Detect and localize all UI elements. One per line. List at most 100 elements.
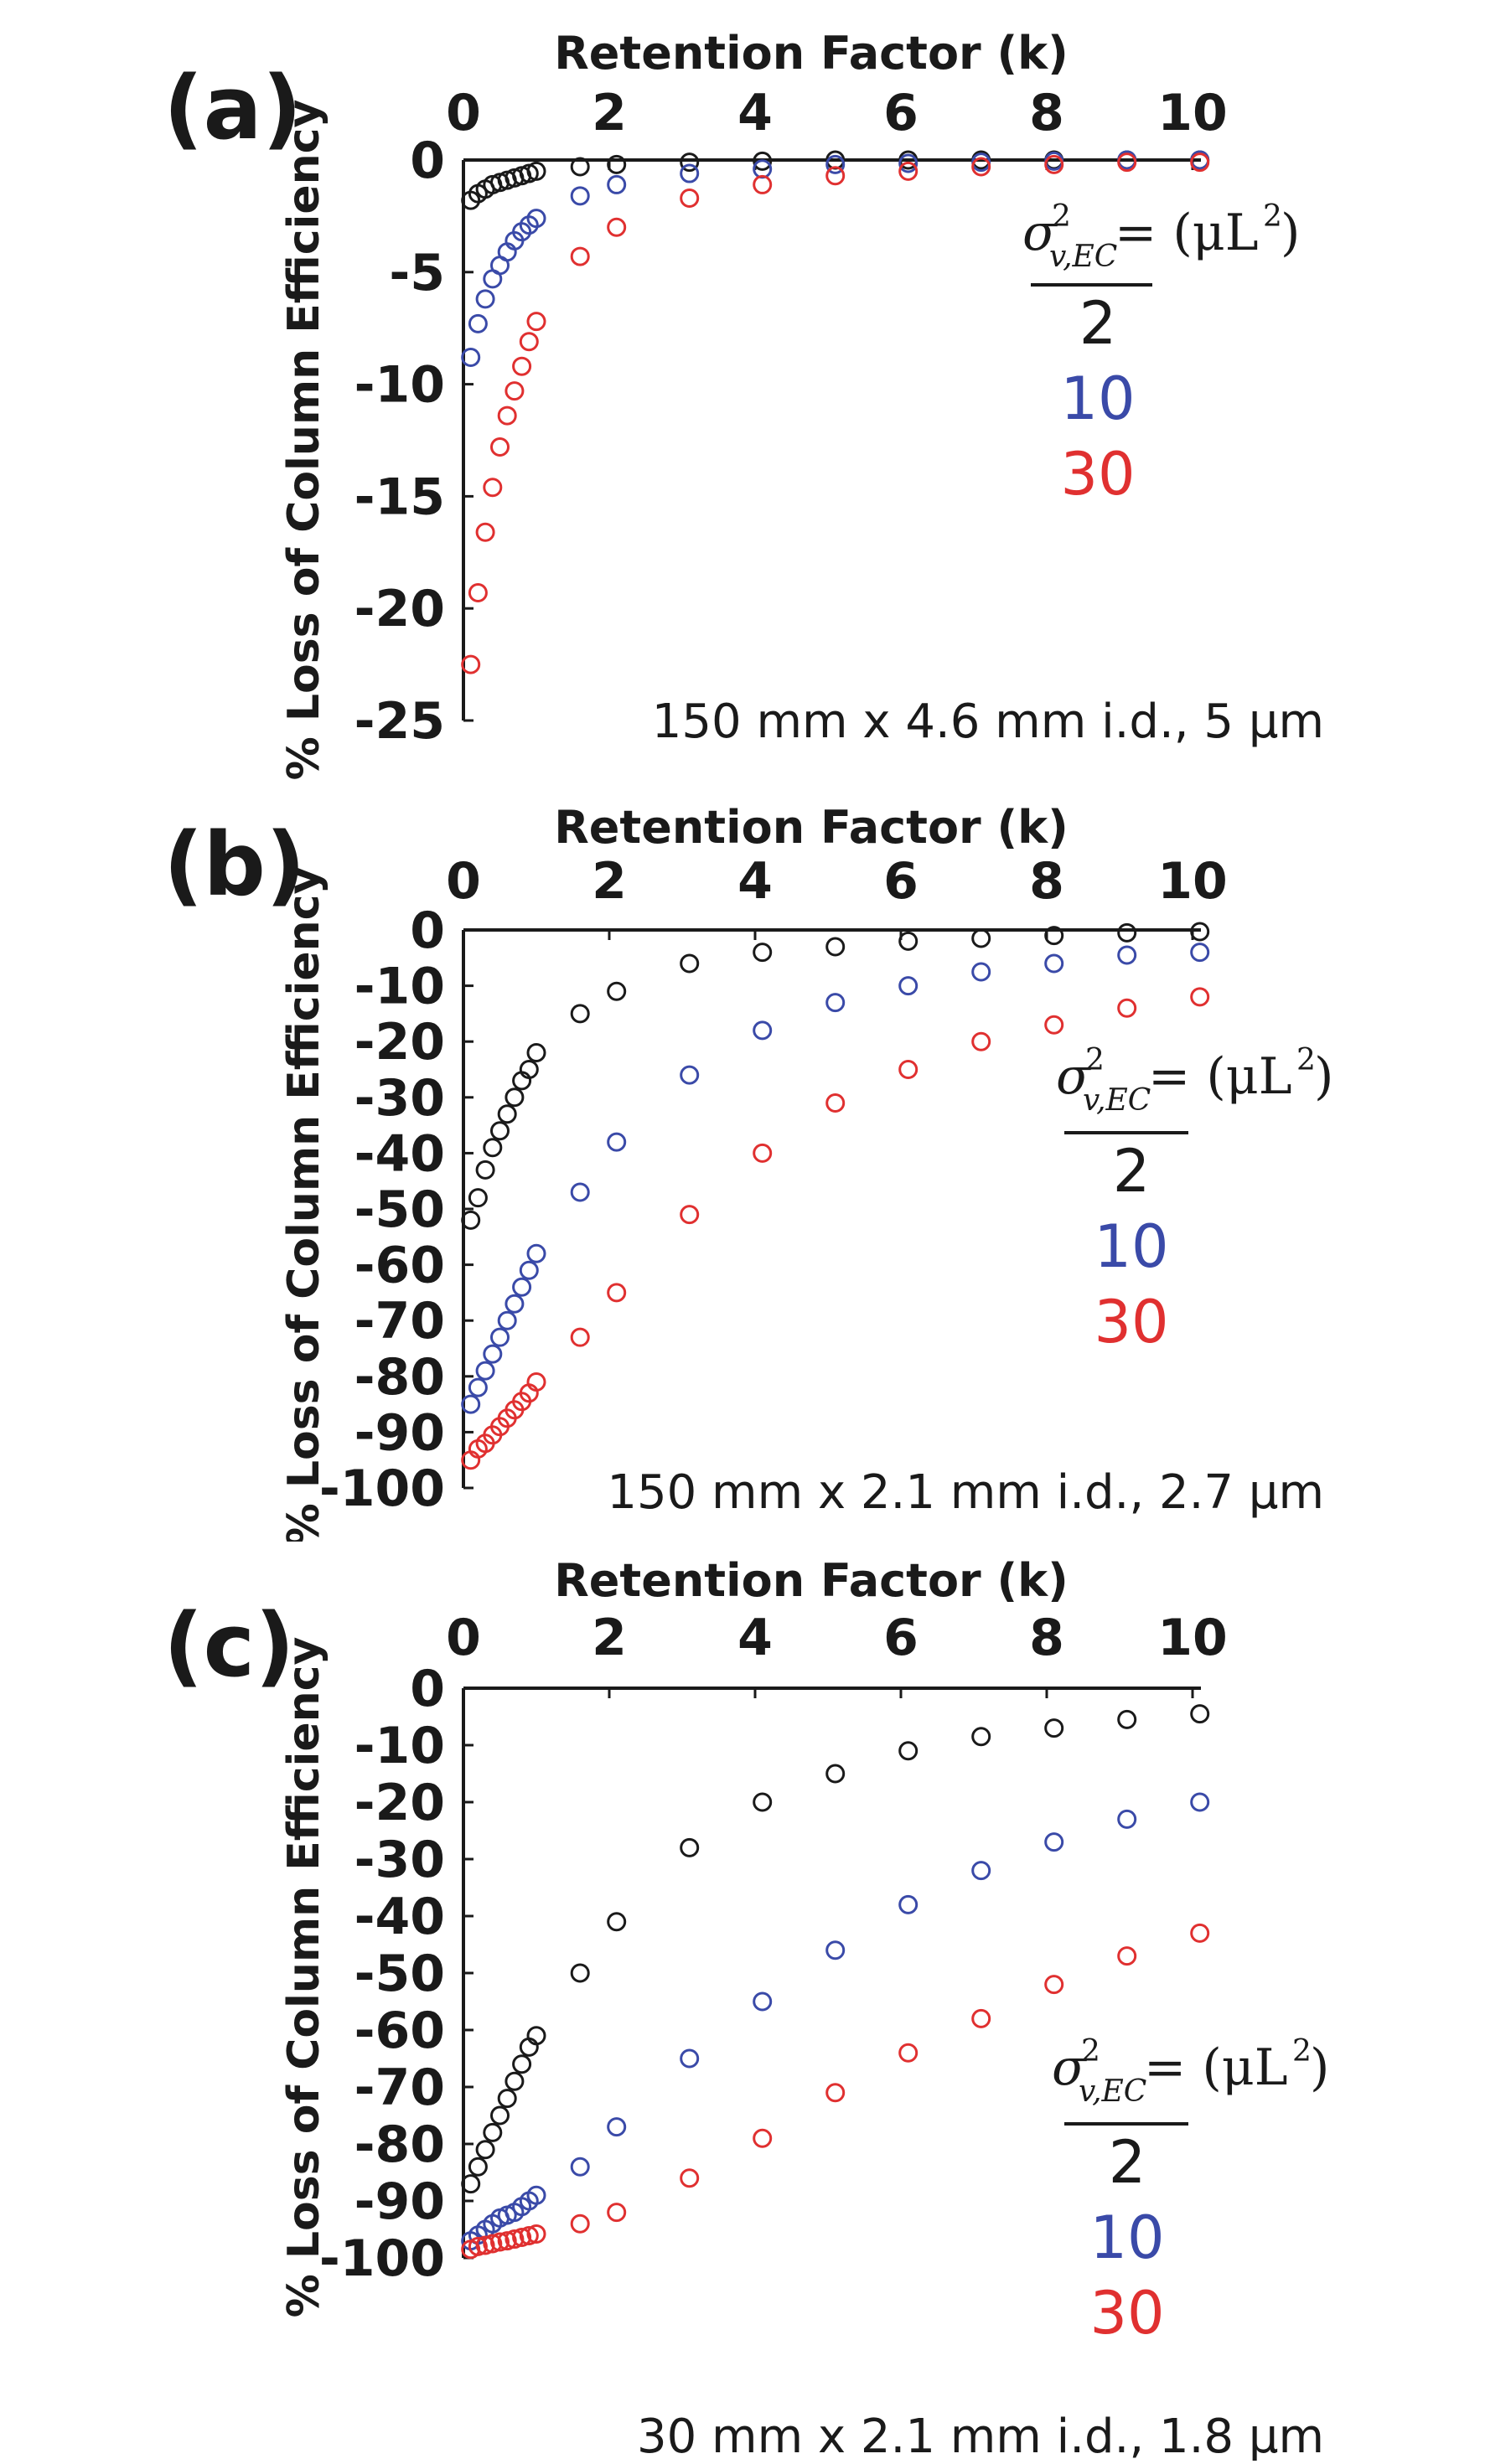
data-point <box>512 2228 532 2248</box>
y-tick-label: -40 <box>354 1124 445 1183</box>
data-point <box>971 962 991 982</box>
legend-header: σ <box>1052 2038 1088 2097</box>
data-point <box>475 2140 495 2160</box>
data-point <box>898 1894 919 1914</box>
data-point <box>898 931 919 951</box>
data-point <box>490 1121 510 1141</box>
legend-item: 30 <box>1060 440 1135 509</box>
data-point <box>475 289 495 309</box>
data-point <box>468 2157 488 2177</box>
data-point <box>497 1104 517 1124</box>
data-point <box>461 347 481 367</box>
data-point <box>1190 152 1210 173</box>
data-point <box>825 154 846 174</box>
y-tick-label: -10 <box>354 1717 445 1775</box>
data-point <box>1190 987 1210 1007</box>
series-10 <box>461 943 1210 1414</box>
data-point <box>825 1764 846 1784</box>
x-tick-label: 6 <box>883 852 919 911</box>
data-point <box>526 161 546 181</box>
series-2 <box>461 1704 1210 2194</box>
data-point <box>483 2234 503 2254</box>
data-point <box>1117 152 1137 173</box>
data-point <box>468 1188 488 1208</box>
data-point <box>526 2224 546 2244</box>
data-point <box>680 163 700 183</box>
series-30 <box>461 987 1210 1470</box>
data-point <box>1044 1015 1064 1035</box>
y-tick-label: -5 <box>389 244 445 302</box>
data-point <box>607 217 627 237</box>
data-point <box>461 1394 481 1414</box>
legend-header-sup2: 2 <box>1296 1043 1316 1077</box>
data-point <box>570 246 590 266</box>
data-point <box>461 1210 481 1230</box>
x-tick-label: 8 <box>1029 1609 1064 1667</box>
data-point <box>468 313 488 333</box>
legend-header-close: ) <box>1314 1047 1333 1106</box>
data-point <box>483 1344 503 1364</box>
chart-a: (a) Retention Factor (k) % Loss of Column … <box>163 27 1324 780</box>
data-point <box>971 1861 991 1881</box>
data-point <box>898 2043 919 2063</box>
panel-label: (a) <box>163 57 302 159</box>
column-note: 30 mm x 2.1 mm i.d., 1.8 μm <box>637 2410 1324 2461</box>
y-tick-label: -50 <box>354 1945 445 2003</box>
legend-header-sup: 2 <box>1085 1043 1105 1077</box>
data-point <box>680 1205 700 1225</box>
x-tick-label: 2 <box>592 852 627 911</box>
data-point <box>512 2054 532 2074</box>
data-point <box>825 1093 846 1113</box>
data-point <box>512 1277 532 1297</box>
data-point <box>497 406 517 426</box>
legend-item: 30 <box>1089 2279 1164 2348</box>
y-tick-label: -80 <box>354 2115 445 2174</box>
y-tick-label: -90 <box>354 1403 445 1462</box>
data-point <box>1190 1923 1210 1943</box>
data-point <box>1044 1832 1064 1852</box>
panel-label: (c) <box>163 1594 295 1697</box>
data-point <box>519 1260 539 1280</box>
data-point <box>490 2232 510 2252</box>
data-point <box>898 153 919 173</box>
data-point <box>570 2157 590 2177</box>
x-tick-label: 10 <box>1157 84 1228 142</box>
x-axis-title: Retention Factor (k) <box>554 1554 1069 1607</box>
data-point <box>825 2083 846 2103</box>
data-point <box>526 312 546 332</box>
data-point <box>1044 1975 1064 1995</box>
legend-header-sub: v,EC <box>1083 1083 1151 1118</box>
data-point <box>898 161 919 181</box>
data-point <box>461 2174 481 2194</box>
x-tick-label: 10 <box>1157 852 1228 911</box>
data-point <box>526 1243 546 1263</box>
panel-c: (c) Retention Factor (k) % Loss of Column … <box>0 1525 1511 2464</box>
y-tick-label: -40 <box>354 1888 445 1946</box>
data-point <box>607 174 627 194</box>
y-axis-title: % Loss of Column Efficiency <box>279 100 329 779</box>
legend-header-sup2: 2 <box>1263 199 1282 234</box>
data-point <box>753 151 773 171</box>
x-tick-label: 8 <box>1029 84 1064 142</box>
data-point <box>680 953 700 974</box>
data-point <box>1117 1709 1137 1729</box>
y-tick-label: -80 <box>354 1348 445 1407</box>
legend-item: 10 <box>1060 364 1135 433</box>
data-point <box>505 2229 525 2250</box>
data-point <box>971 1727 991 1747</box>
y-tick-label: 0 <box>410 132 445 190</box>
data-point <box>753 1020 773 1041</box>
data-point <box>825 937 846 957</box>
panel-b: (b) Retention Factor (k) % Loss of Column … <box>0 771 1511 1547</box>
data-point <box>570 1004 590 1024</box>
data-point <box>1117 1809 1137 1829</box>
y-axis-title: % Loss of Column Efficiency <box>279 866 329 1542</box>
x-tick-label: 4 <box>737 1609 773 1667</box>
data-point <box>475 1361 495 1381</box>
y-tick-label: -30 <box>354 1831 445 1889</box>
data-point <box>526 2185 546 2205</box>
data-point <box>570 2213 590 2234</box>
data-point <box>753 943 773 963</box>
data-point <box>505 2071 525 2091</box>
data-point <box>526 1371 546 1392</box>
